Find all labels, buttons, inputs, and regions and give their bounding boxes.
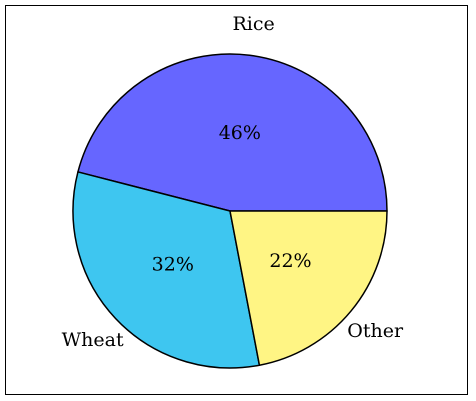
slice-label-rice: Rice bbox=[232, 13, 274, 35]
pie-slices bbox=[72, 53, 388, 369]
pie-slice-other bbox=[229, 210, 388, 366]
slice-label-other: Other bbox=[347, 320, 404, 342]
slice-percent-rice: 46% bbox=[219, 122, 261, 144]
slice-label-wheat: Wheat bbox=[62, 329, 124, 351]
pie-labels: Rice 46% Wheat 32% Other 22% bbox=[62, 13, 404, 351]
pie-slice-wheat bbox=[72, 171, 261, 369]
pie-slice-rice bbox=[77, 53, 388, 212]
slice-percent-wheat: 32% bbox=[152, 254, 194, 276]
slice-percent-other: 22% bbox=[269, 250, 311, 272]
